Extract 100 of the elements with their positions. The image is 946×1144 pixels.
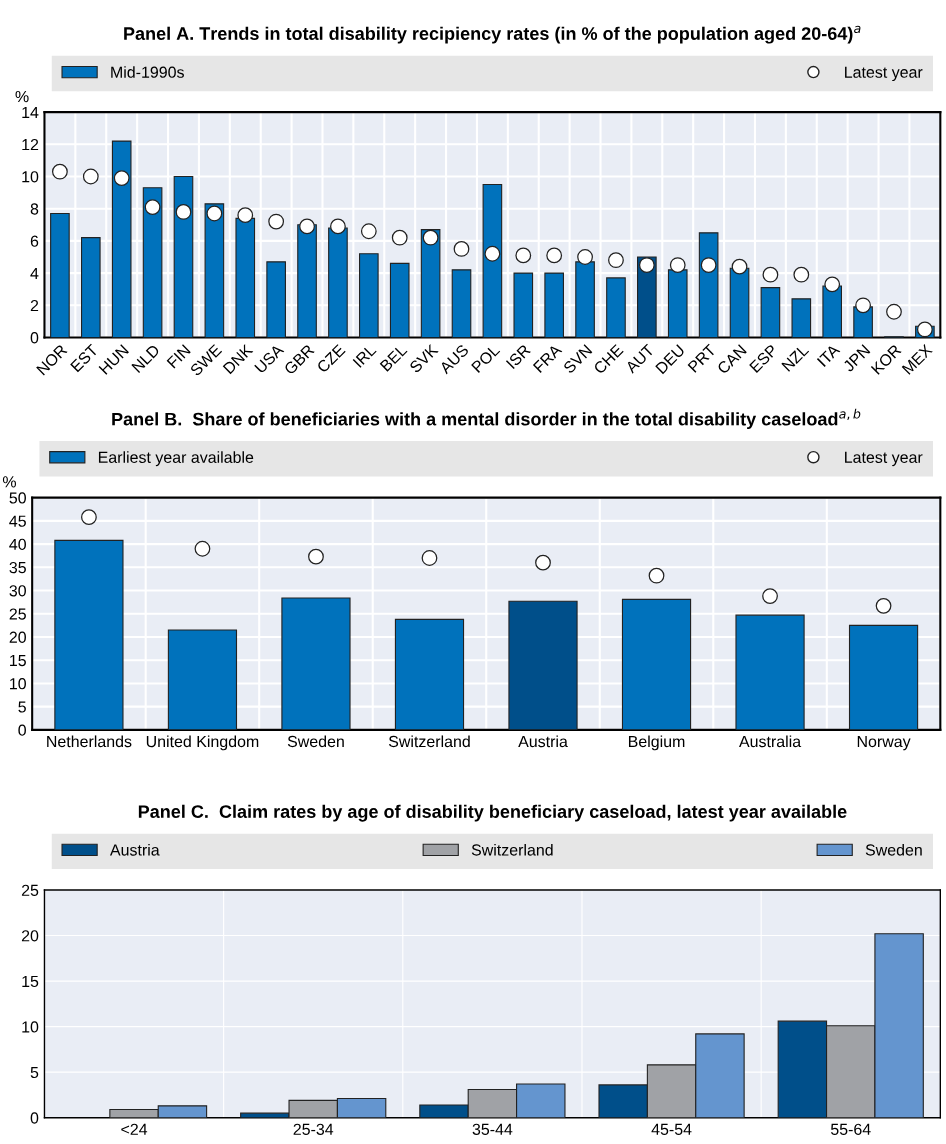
bar <box>621 598 692 730</box>
bar <box>359 253 379 338</box>
x-tick-label: Austria <box>518 735 568 748</box>
x-tick-label: 35-44 <box>472 1123 513 1135</box>
bar <box>698 232 719 338</box>
y-tick-label: 8 <box>30 203 39 215</box>
y-tick-label: 6 <box>30 235 39 247</box>
point <box>194 540 211 557</box>
legend-label: Latest year <box>845 66 923 82</box>
x-tick-label: FIN <box>166 344 191 369</box>
bar <box>513 272 534 338</box>
bar <box>80 237 101 338</box>
y-tick-label: 4 <box>30 267 39 279</box>
x-tick-label: Norway <box>857 736 911 751</box>
x-tick-label: 45-54 <box>651 1123 692 1135</box>
y-tick-label: 45 <box>9 515 26 527</box>
point <box>82 168 99 185</box>
bar <box>281 597 351 730</box>
bar <box>266 261 286 338</box>
x-tick-label: Netherlands <box>47 735 132 748</box>
y-axis-title: % <box>15 90 29 103</box>
bar <box>791 298 812 338</box>
y-tick-label: 25 <box>9 608 26 620</box>
bar <box>606 277 626 338</box>
point <box>824 276 841 293</box>
y-tick-label: 12 <box>22 138 39 151</box>
point <box>546 247 563 264</box>
bar <box>451 269 472 338</box>
x-tick-label: IRL <box>352 343 377 368</box>
y-tick-label: 15 <box>22 975 39 988</box>
legend-label: Earliest year available <box>98 451 254 467</box>
y-tick-label: 5 <box>30 1066 39 1079</box>
point <box>648 567 665 584</box>
legend-label: Austria <box>109 843 160 856</box>
y-axis-title: % <box>2 476 16 488</box>
point <box>268 213 285 230</box>
point <box>638 257 655 273</box>
bar <box>50 212 70 338</box>
bar <box>389 262 410 338</box>
bar <box>204 203 225 338</box>
bar <box>54 539 124 730</box>
point <box>669 257 686 273</box>
bar <box>173 175 194 338</box>
point <box>731 258 748 275</box>
bar <box>142 187 163 338</box>
y-tick-label: 10 <box>10 678 26 690</box>
point <box>484 245 501 262</box>
y-tick-label: 0 <box>30 332 39 344</box>
y-tick-label: 20 <box>21 930 39 942</box>
x-tick-label: BEL <box>379 343 408 372</box>
x-tick-label: 25-34 <box>293 1123 334 1135</box>
legend-label: Sweden <box>865 843 922 856</box>
x-tick-label: USA <box>254 343 285 374</box>
y-tick-label: 5 <box>18 701 26 713</box>
x-tick-label: <24 <box>121 1123 148 1135</box>
y-tick-label: 25 <box>21 884 39 896</box>
point <box>453 241 470 257</box>
y-tick-label: 14 <box>22 106 39 118</box>
point <box>535 554 551 571</box>
point <box>81 509 97 526</box>
chart-title: Panel C. Claim rates by age of disability beneficiary caseload, latest year available <box>138 804 847 822</box>
point <box>175 204 192 220</box>
point <box>144 199 161 215</box>
legend-label: Switzerland <box>471 843 553 856</box>
x-tick-label: Belgium <box>628 735 685 751</box>
point <box>875 597 892 614</box>
x-tick-label: ITA <box>816 343 841 367</box>
y-tick-label: 0 <box>30 1112 39 1124</box>
point <box>762 588 778 605</box>
bar <box>482 183 503 338</box>
point <box>206 205 223 222</box>
x-tick-label: 55-64 <box>830 1123 871 1135</box>
y-tick-label: 30 <box>9 585 26 597</box>
y-tick-label: 20 <box>9 631 26 643</box>
y-tick-label: 50 <box>9 492 26 504</box>
point <box>700 257 717 273</box>
chart-title: Panel B. Share of beneficiaries with a mental disorder in the total disability caseload$^{a,b}$ <box>112 408 861 430</box>
bar <box>735 614 805 730</box>
point <box>113 170 130 187</box>
point <box>330 218 346 235</box>
point <box>916 321 933 338</box>
x-tick-label: POL <box>471 343 501 373</box>
point <box>51 163 68 180</box>
x-tick-label: NLD <box>131 343 161 373</box>
y-tick-label: 15 <box>10 655 26 667</box>
point <box>608 252 624 269</box>
x-tick-label: Sweden <box>287 735 344 748</box>
x-tick-label: United Kingdom <box>146 735 259 751</box>
point <box>308 548 324 565</box>
legend-label: Mid-1990s <box>111 66 184 78</box>
y-tick-label: 2 <box>30 299 39 312</box>
chart-title: Panel A. Trends in total disability recipiency rates (in % of the population aged 20-64)$^{a}$ <box>124 25 861 44</box>
bar <box>167 629 238 730</box>
x-tick-label: NZL <box>781 343 810 372</box>
y-tick-label: 0 <box>18 724 26 736</box>
point <box>793 266 810 283</box>
point <box>360 223 377 240</box>
point <box>237 207 254 224</box>
point <box>299 218 315 235</box>
x-tick-label: FRA <box>532 343 563 373</box>
